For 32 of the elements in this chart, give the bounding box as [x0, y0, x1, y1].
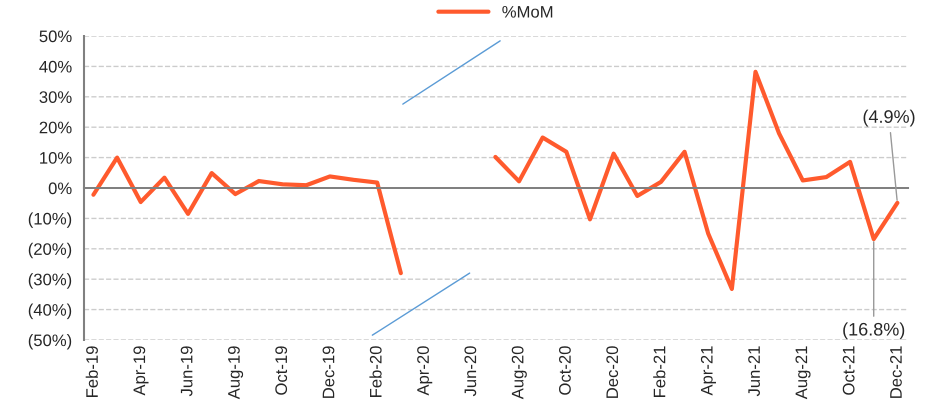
y-tick-label: (40%)	[28, 304, 72, 320]
x-tick-label: Dec-21	[890, 346, 902, 398]
y-tick-label: (50%)	[28, 334, 72, 350]
x-tick-label: Oct-19	[275, 346, 288, 395]
data-label: (16.8%)	[843, 322, 904, 340]
y-tick-label: (30%)	[28, 273, 72, 289]
y-tick-label: 40%	[39, 60, 72, 73]
y-tick-label: 0%	[48, 182, 72, 194]
x-tick-label: Oct-21	[842, 346, 855, 395]
x-tick-label: Apr-19	[133, 346, 149, 396]
y-tick-label: 20%	[40, 122, 72, 134]
x-tick-label: Jun-19	[180, 346, 193, 396]
data-label: (4.9%)	[864, 110, 914, 126]
x-tick-label: Aug-21	[795, 346, 811, 400]
y-tick-label: (10%)	[28, 212, 72, 228]
x-tick-label: Dec-19	[322, 346, 334, 398]
x-tick-label: Feb-20	[369, 346, 382, 397]
x-tick-label: Jun-21	[748, 346, 760, 396]
x-tick-label: Feb-21	[653, 346, 666, 397]
x-tick-label: Jun-20	[464, 346, 476, 396]
legend-label: %MoM	[502, 6, 552, 18]
x-tick-label: Apr-20	[417, 346, 432, 396]
x-tick-label: Dec-20	[606, 346, 618, 398]
x-tick-label: Oct-20	[559, 346, 571, 395]
x-tick-label: Feb-19	[86, 346, 98, 397]
x-tick-label: Apr-21	[700, 346, 716, 396]
x-tick-label: Aug-19	[228, 346, 244, 400]
x-tick-label: Aug-20	[512, 346, 527, 400]
y-tick-label: (20%)	[28, 242, 72, 258]
y-tick-label: 10%	[40, 152, 72, 164]
y-tick-label: 30%	[39, 91, 72, 104]
y-tick-label: 50%	[40, 30, 72, 42]
